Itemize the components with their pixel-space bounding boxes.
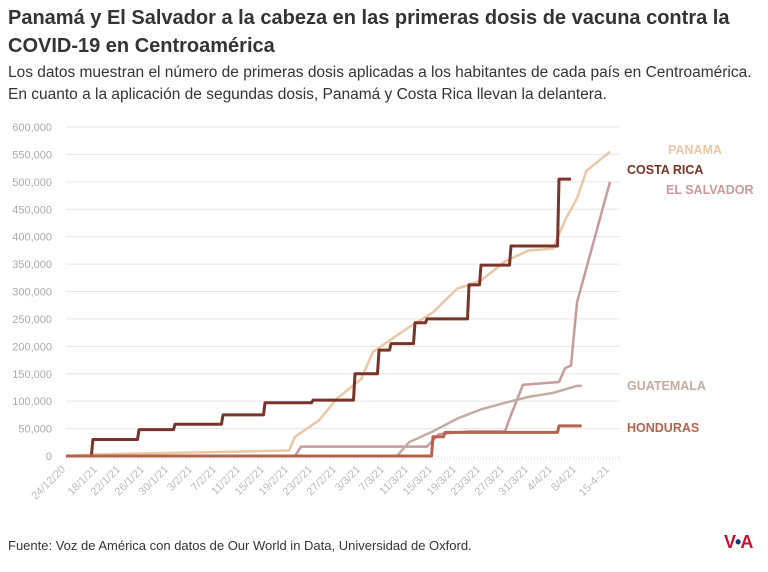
y-tick-label: 600,000 [12, 122, 52, 134]
y-tick-label: 550,000 [12, 149, 52, 161]
voa-logo: V•A [724, 532, 753, 552]
y-tick-label: 100,000 [12, 396, 52, 408]
y-tick-label: 350,000 [12, 259, 52, 271]
y-tick-label: 450,000 [12, 204, 52, 216]
x-tick-label: 4/4/21 [525, 464, 555, 494]
y-tick-label: 400,000 [12, 232, 52, 244]
y-tick-label: 500,000 [12, 177, 52, 189]
series-label: COSTA RICA [627, 163, 703, 177]
y-tick-label: 150,000 [12, 369, 52, 381]
x-tick-label: 15-4-21 [577, 464, 612, 499]
y-tick-label: 300,000 [12, 287, 52, 299]
x-tick-label: 3/2/21 [165, 464, 195, 494]
series-label: EL SALVADOR [666, 183, 754, 197]
series-label: HONDURAS [627, 421, 699, 435]
y-tick-label: 250,000 [12, 314, 52, 326]
series-label: PANAMA [668, 143, 722, 157]
series-line-honduras [66, 424, 582, 458]
y-tick-label: 200,000 [12, 341, 52, 353]
source-note: Fuente: Voz de América con datos de Our … [8, 538, 472, 553]
series-line-guatemala [66, 384, 582, 458]
series-label: GUATEMALA [627, 379, 706, 393]
y-tick-label: 0 [46, 451, 52, 463]
series-line-costa-rica [66, 177, 571, 458]
series-line-el-salvador [66, 181, 612, 458]
x-tick-label: 3/3/21 [333, 464, 363, 494]
line-chart: 0 50,000 100,000 150,000 200,000 250,000 300,0… [12, 122, 754, 503]
chart-subtitle: Los datos muestran el número de primeras… [8, 64, 752, 103]
chart-title: Panamá y El Salvador a la cabeza en las … [8, 7, 730, 57]
series-line-panama [65, 150, 611, 458]
x-tick-label: 8/4/21 [549, 464, 579, 494]
x-tick-label: 24/12/20 [29, 464, 68, 503]
y-tick-label: 50,000 [18, 424, 52, 436]
